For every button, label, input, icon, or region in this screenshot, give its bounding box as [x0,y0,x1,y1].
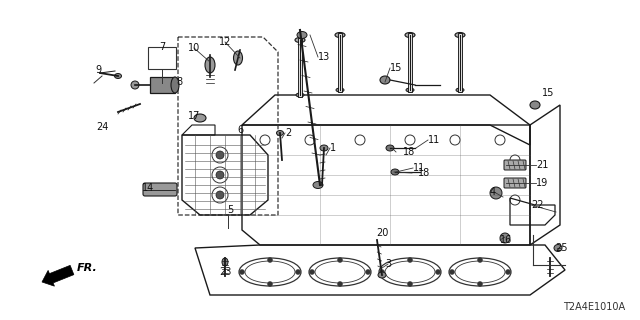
Text: 21: 21 [536,160,548,170]
Circle shape [310,269,314,275]
Text: 24: 24 [96,122,108,132]
Ellipse shape [115,74,122,78]
Circle shape [268,282,273,286]
Circle shape [365,269,371,275]
Ellipse shape [391,169,399,175]
Circle shape [268,258,273,262]
Text: 25: 25 [555,243,567,253]
Ellipse shape [456,88,464,92]
Text: 11: 11 [428,135,440,145]
Ellipse shape [295,37,305,43]
Circle shape [216,191,224,199]
Text: 2: 2 [285,128,291,138]
Circle shape [216,151,224,159]
Text: 8: 8 [176,77,182,87]
Ellipse shape [335,33,345,37]
Text: 3: 3 [385,259,391,269]
Bar [150,77,175,93]
Ellipse shape [171,77,179,93]
Ellipse shape [234,51,243,65]
Text: 11: 11 [413,163,425,173]
Circle shape [408,282,413,286]
Text: 18: 18 [418,168,430,178]
Text: 19: 19 [536,178,548,188]
Ellipse shape [320,145,328,151]
Ellipse shape [530,101,540,109]
Circle shape [449,269,454,275]
Circle shape [337,282,342,286]
Ellipse shape [194,114,206,122]
Text: 10: 10 [188,43,200,53]
Ellipse shape [380,76,390,84]
Text: 9: 9 [95,65,101,75]
Text: 5: 5 [227,205,233,215]
Circle shape [500,233,510,243]
Ellipse shape [554,244,562,252]
Circle shape [477,282,483,286]
Text: T2A4E1010A: T2A4E1010A [563,302,625,312]
Text: 12: 12 [219,37,231,47]
Text: 22: 22 [531,200,543,210]
Circle shape [435,269,440,275]
Circle shape [506,269,511,275]
Circle shape [216,171,224,179]
Ellipse shape [405,33,415,37]
Circle shape [490,187,502,199]
Circle shape [477,258,483,262]
Circle shape [337,258,342,262]
Text: 16: 16 [500,235,512,245]
Ellipse shape [378,272,386,278]
Text: 6: 6 [237,125,243,135]
Ellipse shape [406,88,414,92]
Ellipse shape [296,93,304,97]
Circle shape [239,269,244,275]
Circle shape [408,258,413,262]
FancyBboxPatch shape [504,160,526,170]
Circle shape [131,81,139,89]
Text: 4: 4 [490,187,496,197]
Text: 14: 14 [142,183,154,193]
FancyBboxPatch shape [143,183,177,196]
FancyBboxPatch shape [504,178,526,188]
Bar [148,47,176,69]
Ellipse shape [297,31,307,38]
Text: 1: 1 [330,143,336,153]
Text: 17: 17 [188,111,200,121]
Text: 15: 15 [390,63,403,73]
Polygon shape [42,265,74,286]
Ellipse shape [222,258,228,266]
Ellipse shape [455,33,465,37]
Ellipse shape [386,145,394,151]
Ellipse shape [205,57,215,73]
Ellipse shape [313,181,323,188]
Text: 23: 23 [219,267,231,277]
Text: 15: 15 [542,88,554,98]
Text: 20: 20 [376,228,388,238]
Circle shape [380,269,385,275]
Text: FR.: FR. [77,263,98,273]
Ellipse shape [336,88,344,92]
Text: 7: 7 [159,42,165,52]
Text: 18: 18 [403,147,415,157]
Ellipse shape [276,131,284,135]
Circle shape [296,269,301,275]
Text: 13: 13 [318,52,330,62]
